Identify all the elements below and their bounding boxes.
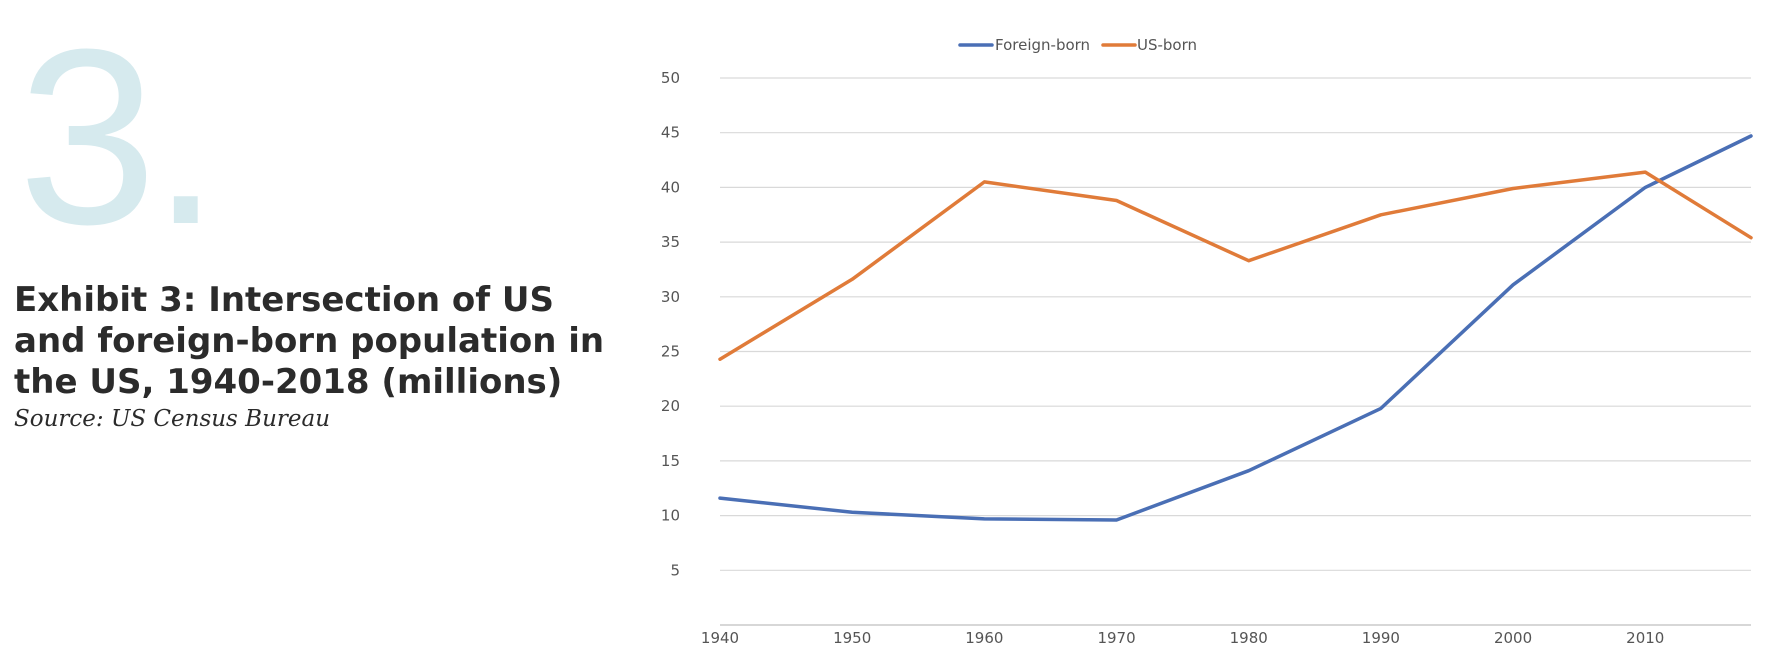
gridlines: [720, 77, 1751, 571]
legend: Foreign-born US-born: [958, 36, 1197, 54]
x-tick-label: 1980: [1230, 629, 1268, 647]
legend-label: Foreign-born: [995, 36, 1090, 54]
x-tick-label: 1970: [1097, 629, 1135, 647]
x-tick-label: 1950: [833, 629, 871, 647]
series-line-foreign-born: [718, 134, 1753, 522]
line-chart: 5 10 15 20 25 30 35 40 45 50 1940 1950 1960 1970 1980…: [661, 36, 1753, 647]
y-tick-label: 35: [661, 233, 680, 251]
exhibit-number: 3.: [18, 0, 220, 276]
y-tick-label: 20: [661, 397, 680, 415]
x-tick-label: 1960: [965, 629, 1003, 647]
series-line-us-born: [718, 170, 1753, 361]
y-tick-label: 25: [661, 343, 680, 361]
x-tick-label: 2000: [1494, 629, 1532, 647]
series-lines: [718, 134, 1753, 522]
x-tick-label: 2010: [1626, 629, 1664, 647]
y-tick-label: 15: [661, 452, 680, 470]
legend-label: US-born: [1137, 36, 1197, 54]
y-axis-ticks: 5 10 15 20 25 30 35 40 45 50: [661, 69, 680, 579]
exhibit-source: Source: US Census Bureau: [14, 406, 331, 432]
exhibit-title: Exhibit 3: Intersection of US and foreig…: [14, 280, 605, 402]
y-tick-label: 5: [670, 561, 680, 579]
x-tick-label: 1940: [701, 629, 739, 647]
y-tick-label: 45: [661, 124, 680, 142]
x-axis-ticks: 1940 1950 1960 1970 1980 1990 2000 2010: [701, 629, 1664, 647]
y-tick-label: 40: [661, 178, 680, 196]
x-tick-label: 1990: [1362, 629, 1400, 647]
y-tick-label: 10: [661, 507, 680, 525]
y-tick-label: 50: [661, 69, 680, 87]
y-tick-label: 30: [661, 288, 680, 306]
